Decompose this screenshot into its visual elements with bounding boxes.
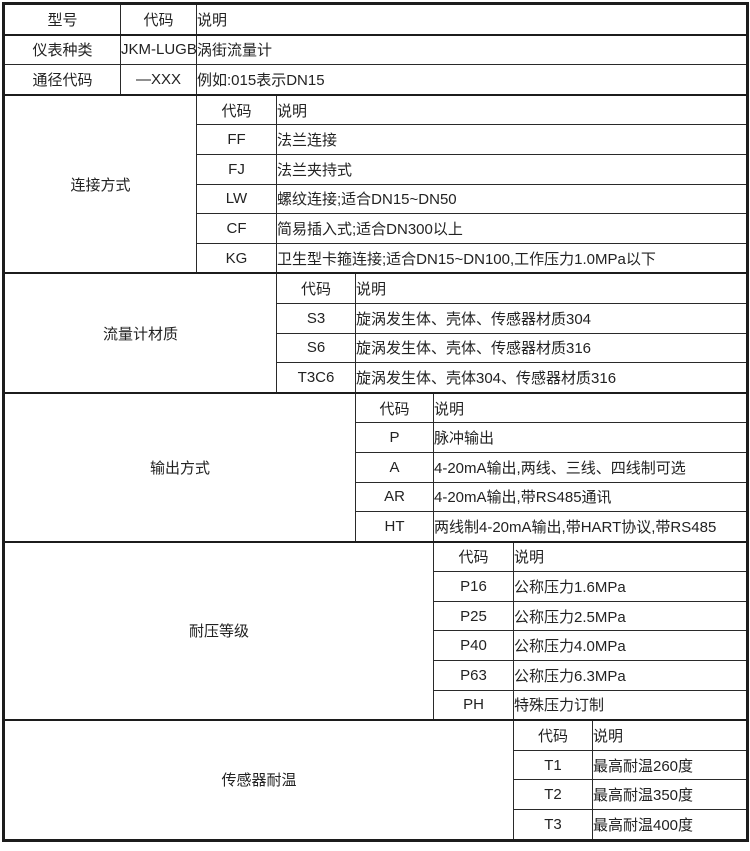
table-row: FF 法兰连接 xyxy=(4,124,749,155)
header-model-col: 型号 xyxy=(3,2,121,36)
table-row: T2 最高耐温350度 xyxy=(4,779,749,811)
table-row: 通径代码 —XXX 例如:015表示DN15 xyxy=(3,64,749,96)
sub-header-code: 代码 xyxy=(196,93,277,126)
desc-cell: 特殊压力订制 xyxy=(512,689,749,721)
desc-cell: 涡街流量计 xyxy=(195,34,749,66)
code-cell: S6 xyxy=(276,332,356,364)
row-label-diameter-code: 通径代码 xyxy=(3,64,121,96)
sub-header-code: 代码 xyxy=(355,391,434,424)
code-cell: P16 xyxy=(433,571,514,602)
code-cell: T3 xyxy=(513,809,593,841)
code-cell: P25 xyxy=(433,600,514,632)
sub-header-desc: 说明 xyxy=(275,93,749,126)
desc-cell: 4-20mA输出,带RS485通讯 xyxy=(432,481,749,513)
code-cell: JKM-LUGB xyxy=(120,34,197,66)
code-cell: CF xyxy=(196,213,277,244)
table-row: PH 特殊压力订制 xyxy=(4,689,749,721)
code-cell: KG xyxy=(196,242,277,274)
desc-cell: 例如:015表示DN15 xyxy=(195,64,749,96)
code-cell: HT xyxy=(355,511,434,543)
code-cell: T3C6 xyxy=(276,362,356,394)
table-row: T3C6 旋涡发生体、壳体304、传感器材质316 xyxy=(4,362,749,394)
table-row: CF 简易插入式;适合DN300以上 xyxy=(4,213,749,244)
desc-cell: 4-20mA输出,两线、三线、四线制可选 xyxy=(432,451,749,483)
desc-cell: 旋涡发生体、壳体、传感器材质304 xyxy=(354,302,749,334)
desc-cell: 法兰夹持式 xyxy=(275,153,749,185)
desc-cell: 公称压力4.0MPa xyxy=(512,630,749,662)
code-cell: P xyxy=(355,422,434,453)
table-row: HT 两线制4-20mA输出,带HART协议,带RS485 xyxy=(4,511,749,543)
header-desc-col: 说明 xyxy=(195,2,749,36)
table-row: LW 螺纹连接;适合DN15~DN50 xyxy=(4,183,749,215)
code-cell: FJ xyxy=(196,153,277,185)
desc-cell: 最高耐温260度 xyxy=(591,749,749,781)
code-cell: A xyxy=(355,451,434,483)
header-code-col: 代码 xyxy=(120,2,197,36)
code-cell: AR xyxy=(355,481,434,513)
code-cell: P40 xyxy=(433,630,514,662)
desc-cell: 旋涡发生体、壳体、传感器材质316 xyxy=(354,332,749,364)
code-cell: T2 xyxy=(513,779,593,811)
section-label-temperature: 传感器耐温 xyxy=(3,719,514,841)
desc-cell: 公称压力6.3MPa xyxy=(512,660,749,691)
table-row: 传感器耐温 代码 说明 xyxy=(3,719,749,841)
desc-cell: 法兰连接 xyxy=(275,124,749,155)
code-cell: PH xyxy=(433,689,514,721)
desc-cell: 螺纹连接;适合DN15~DN50 xyxy=(275,183,749,215)
sub-header-desc: 说明 xyxy=(591,719,749,751)
table-row: KG 卫生型卡箍连接;适合DN15~DN100,工作压力1.0MPa以下 xyxy=(4,242,749,274)
code-cell: FF xyxy=(196,124,277,155)
section-label-connection: 连接方式 xyxy=(3,93,197,274)
section-label-output: 输出方式 xyxy=(3,391,356,543)
desc-cell: 两线制4-20mA输出,带HART协议,带RS485 xyxy=(432,511,749,543)
table-row: P63 公称压力6.3MPa xyxy=(4,660,749,691)
sub-header-desc: 说明 xyxy=(432,391,749,424)
table-row: P16 公称压力1.6MPa xyxy=(4,571,749,602)
section-label-pressure: 耐压等级 xyxy=(3,540,434,721)
table-row: T3 最高耐温400度 xyxy=(4,809,749,841)
table-row: A 4-20mA输出,两线、三线、四线制可选 xyxy=(4,451,749,483)
desc-cell: 最高耐温350度 xyxy=(591,779,749,811)
desc-cell: 卫生型卡箍连接;适合DN15~DN100,工作压力1.0MPa以下 xyxy=(275,242,749,274)
desc-cell: 公称压力2.5MPa xyxy=(512,600,749,632)
code-cell: LW xyxy=(196,183,277,215)
desc-cell: 旋涡发生体、壳体304、传感器材质316 xyxy=(354,362,749,394)
table-row: P25 公称压力2.5MPa xyxy=(4,600,749,632)
desc-cell: 最高耐温400度 xyxy=(591,809,749,841)
sub-header-code: 代码 xyxy=(433,540,514,573)
table-row: 输出方式 代码 说明 xyxy=(3,391,749,543)
section-label-material: 流量计材质 xyxy=(3,272,277,394)
code-cell: T1 xyxy=(513,749,593,781)
sub-header-code: 代码 xyxy=(513,719,593,751)
table-row: S6 旋涡发生体、壳体、传感器材质316 xyxy=(4,332,749,364)
desc-cell: 公称压力1.6MPa xyxy=(512,571,749,602)
table-row: T1 最高耐温260度 xyxy=(4,749,749,781)
table-row: AR 4-20mA输出,带RS485通讯 xyxy=(4,481,749,513)
desc-cell: 简易插入式;适合DN300以上 xyxy=(275,213,749,244)
table-row: 连接方式 代码 说明 xyxy=(3,93,749,274)
code-cell: P63 xyxy=(433,660,514,691)
sub-header-code: 代码 xyxy=(276,272,356,304)
table-row: FJ 法兰夹持式 xyxy=(4,153,749,185)
row-label-instrument-type: 仪表种类 xyxy=(3,34,121,66)
table-row: 仪表种类 JKM-LUGB 涡街流量计 xyxy=(3,34,749,66)
table-row: 耐压等级 代码 说明 xyxy=(3,540,749,721)
sub-header-desc: 说明 xyxy=(512,540,749,573)
table-row: 流量计材质 代码 说明 xyxy=(3,272,749,394)
sub-header-desc: 说明 xyxy=(354,272,749,304)
code-cell: S3 xyxy=(276,302,356,334)
desc-cell: 脉冲输出 xyxy=(432,422,749,453)
table-row: P 脉冲输出 xyxy=(4,422,749,453)
code-cell: —XXX xyxy=(120,64,197,96)
table-header-row: 型号 代码 说明 xyxy=(3,2,749,36)
